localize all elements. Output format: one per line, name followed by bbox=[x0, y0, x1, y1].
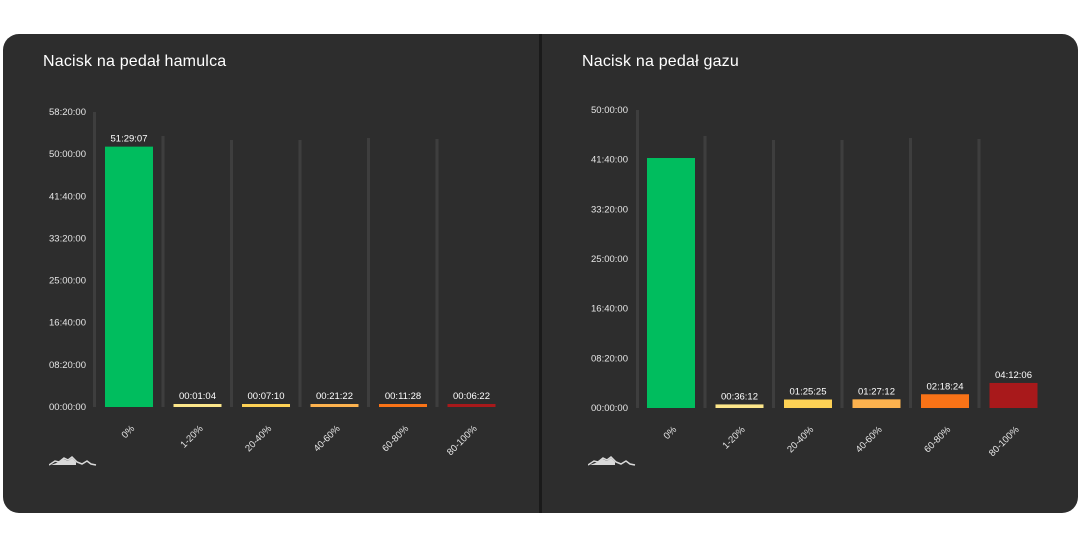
data-label: 00:11:28 bbox=[385, 391, 421, 402]
bar-20-40%[interactable] bbox=[242, 404, 290, 407]
data-label: 00:21:22 bbox=[316, 391, 353, 402]
x-tick-label: 60-80% bbox=[380, 423, 411, 454]
data-label: 51:29:07 bbox=[111, 134, 148, 145]
bar-60-80%[interactable] bbox=[921, 394, 969, 408]
gas-pedal-panel: Nacisk na pedał gazu 00:00:00 08:20:00 16:… bbox=[542, 34, 1078, 513]
bar-column-separator bbox=[367, 138, 370, 407]
brake-chart-title: Nacisk na pedał hamulca bbox=[43, 53, 227, 70]
x-tick-label: 80-100% bbox=[987, 424, 1022, 459]
charts-card: Nacisk na pedał hamulca 00:00:00 08:20:00… bbox=[3, 34, 1078, 513]
y-tick-label: 08:20:00 bbox=[591, 353, 628, 364]
x-tick-label: 40-60% bbox=[854, 424, 885, 455]
x-tick-label: 0% bbox=[120, 423, 138, 441]
gas-chart-title: Nacisk na pedał gazu bbox=[582, 53, 739, 70]
y-tick-label: 33:20:00 bbox=[591, 204, 628, 215]
data-label: 00:07:10 bbox=[248, 391, 285, 402]
x-tick-label: 0% bbox=[662, 424, 680, 442]
data-label: 01:25:25 bbox=[790, 387, 827, 398]
bar-80-100%[interactable] bbox=[989, 382, 1038, 408]
y-tick-label: 50:00:00 bbox=[591, 105, 628, 116]
bar-0%[interactable] bbox=[647, 158, 695, 408]
x-tick-label: 1-20% bbox=[720, 424, 748, 452]
bar-column-separator bbox=[977, 139, 981, 408]
panel-divider bbox=[539, 34, 542, 513]
data-label: 00:06:22 bbox=[453, 391, 490, 402]
bar-0%[interactable] bbox=[105, 146, 153, 407]
bar-40-60%[interactable] bbox=[310, 404, 359, 407]
bar-1-20%[interactable] bbox=[173, 404, 222, 407]
x-tick-label: 20-40% bbox=[243, 423, 274, 454]
y-tick-label: 41:40:00 bbox=[49, 191, 86, 202]
data-label: 04:12:06 bbox=[995, 370, 1032, 381]
bar-column-separator bbox=[909, 138, 912, 408]
data-label: 00:36:12 bbox=[721, 391, 758, 402]
y-tick-label: 25:00:00 bbox=[591, 254, 628, 265]
data-label: 02:18:24 bbox=[927, 381, 964, 392]
brake-pedal-panel: Nacisk na pedał hamulca 00:00:00 08:20:00… bbox=[3, 34, 539, 513]
bar-20-40%[interactable] bbox=[784, 399, 832, 408]
x-tick-label: 60-80% bbox=[922, 424, 953, 455]
bar-column-separator bbox=[230, 140, 233, 407]
y-tick-label: 16:40:00 bbox=[49, 318, 86, 329]
y-tick-label: 33:20:00 bbox=[49, 233, 86, 244]
y-tick-label: 16:40:00 bbox=[591, 304, 628, 315]
brake-pedal-chart: 00:00:00 08:20:00 16:40:00 25:00:00 33:20:00… bbox=[49, 107, 496, 458]
bar-column-separator bbox=[772, 140, 775, 408]
x-tick-label: 40-60% bbox=[312, 423, 343, 454]
bar-column-separator bbox=[840, 140, 844, 408]
bar-column-separator bbox=[298, 140, 302, 407]
y-axis-line bbox=[93, 112, 96, 407]
y-tick-label: 58:20:00 bbox=[49, 107, 86, 118]
bar-80-100%[interactable] bbox=[447, 404, 496, 407]
x-tick-label: 20-40% bbox=[785, 424, 816, 455]
y-tick-label: 00:00:00 bbox=[49, 402, 86, 413]
bar-40-60%[interactable] bbox=[852, 399, 901, 408]
x-tick-label: 80-100% bbox=[445, 423, 480, 458]
mountain-logo-icon bbox=[49, 456, 97, 466]
bar-1-20%[interactable] bbox=[715, 404, 764, 408]
y-tick-label: 00:00:00 bbox=[591, 403, 628, 414]
data-label: 01:27:12 bbox=[858, 386, 895, 397]
bar-column-separator bbox=[435, 139, 439, 407]
y-axis-line bbox=[636, 110, 639, 408]
bar-60-80%[interactable] bbox=[379, 404, 427, 407]
y-tick-label: 50:00:00 bbox=[49, 149, 86, 160]
bar-column-separator bbox=[161, 136, 165, 407]
y-tick-label: 41:40:00 bbox=[591, 155, 628, 166]
bar-column-separator bbox=[703, 136, 707, 408]
gas-pedal-chart: 00:00:00 08:20:00 16:40:00 25:00:00 33:20:00… bbox=[591, 105, 1038, 459]
data-label: 00:01:04 bbox=[179, 391, 216, 402]
x-tick-label: 1-20% bbox=[178, 423, 206, 451]
y-tick-label: 25:00:00 bbox=[49, 276, 86, 287]
mountain-logo-icon bbox=[588, 456, 636, 466]
y-tick-label: 08:20:00 bbox=[49, 360, 86, 371]
